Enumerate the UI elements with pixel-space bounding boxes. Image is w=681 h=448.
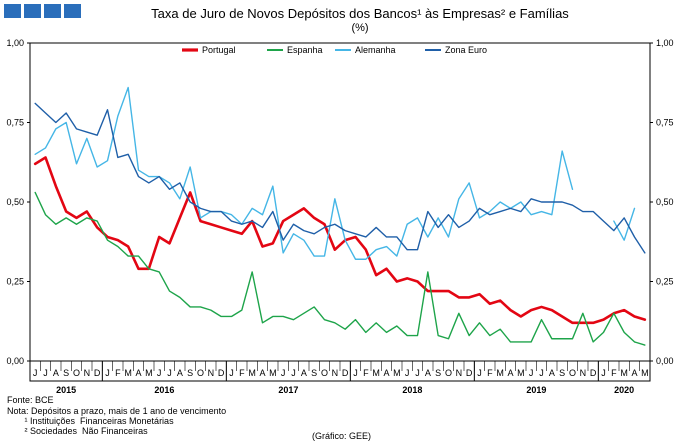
month-label: F bbox=[487, 368, 493, 378]
month-label: J bbox=[539, 368, 544, 378]
y-tick-label-left: 1,00 bbox=[6, 38, 24, 48]
month-label: J bbox=[291, 368, 296, 378]
month-label: J bbox=[167, 368, 172, 378]
month-label: A bbox=[135, 368, 141, 378]
month-label: M bbox=[496, 368, 504, 378]
year-label: 2017 bbox=[278, 385, 298, 395]
year-label: 2020 bbox=[614, 385, 634, 395]
month-label: J bbox=[529, 368, 534, 378]
month-label: A bbox=[425, 368, 431, 378]
series-line-espanha bbox=[34, 191, 646, 346]
year-label: 2015 bbox=[56, 385, 76, 395]
year-label: 2016 bbox=[154, 385, 174, 395]
month-label: D bbox=[590, 368, 597, 378]
y-tick-label-left: 0,25 bbox=[6, 277, 24, 287]
month-label: N bbox=[208, 368, 215, 378]
footer-footnote-2: ² Sociedades Não Financeiras bbox=[7, 426, 148, 436]
month-label: N bbox=[84, 368, 91, 378]
month-label: S bbox=[311, 368, 317, 378]
month-label: M bbox=[620, 368, 628, 378]
y-tick-label-right: 1,00 bbox=[656, 38, 674, 48]
month-label: A bbox=[301, 368, 307, 378]
y-tick-label-left: 0,00 bbox=[6, 356, 24, 366]
month-label: O bbox=[321, 368, 328, 378]
month-label: F bbox=[363, 368, 369, 378]
month-label: S bbox=[63, 368, 69, 378]
footer-footnote-1: ¹ Instituições Financeiras Monetárias bbox=[7, 416, 174, 426]
month-label: J bbox=[43, 368, 48, 378]
month-label: D bbox=[94, 368, 101, 378]
series-line-alemanha bbox=[34, 86, 636, 260]
month-label: M bbox=[124, 368, 132, 378]
footer-source: Fonte: BCE bbox=[7, 395, 54, 405]
month-label: J bbox=[229, 368, 234, 378]
month-label: O bbox=[445, 368, 452, 378]
month-label: J bbox=[601, 368, 606, 378]
month-label: J bbox=[405, 368, 410, 378]
month-label: F bbox=[611, 368, 617, 378]
chart-subtitle: (%) bbox=[351, 22, 369, 34]
y-tick-label-right: 0,00 bbox=[656, 356, 674, 366]
legend-label: Alemanha bbox=[355, 45, 396, 55]
month-label: A bbox=[177, 368, 183, 378]
month-label: S bbox=[559, 368, 565, 378]
logo-square-1 bbox=[4, 4, 21, 18]
y-tick-label-left: 0,50 bbox=[6, 197, 24, 207]
month-label: J bbox=[477, 368, 482, 378]
series-line-zona-euro bbox=[34, 102, 646, 254]
series-line-portugal bbox=[33, 156, 647, 325]
logo-square-4 bbox=[64, 4, 81, 18]
y-tick-label-left: 0,75 bbox=[6, 118, 24, 128]
year-label: 2018 bbox=[402, 385, 422, 395]
month-label: J bbox=[33, 368, 38, 378]
legend-label: Espanha bbox=[287, 45, 323, 55]
month-label: N bbox=[456, 368, 463, 378]
month-label: M bbox=[145, 368, 153, 378]
month-label: A bbox=[383, 368, 389, 378]
month-label: S bbox=[187, 368, 193, 378]
y-tick-label-right: 0,75 bbox=[656, 118, 674, 128]
month-label: M bbox=[393, 368, 401, 378]
month-label: M bbox=[372, 368, 380, 378]
month-label: D bbox=[342, 368, 349, 378]
month-label: M bbox=[248, 368, 256, 378]
month-label: M bbox=[517, 368, 525, 378]
month-label: M bbox=[641, 368, 649, 378]
month-label: O bbox=[73, 368, 80, 378]
footer-note: Nota: Depósitos a prazo, mais de 1 ano d… bbox=[7, 406, 227, 416]
year-label: 2019 bbox=[526, 385, 546, 395]
chart-title: Taxa de Juro de Novos Depósitos dos Banc… bbox=[151, 6, 569, 21]
logo-square-2 bbox=[24, 4, 41, 18]
month-label: O bbox=[197, 368, 204, 378]
month-label: F bbox=[239, 368, 245, 378]
month-label: M bbox=[269, 368, 277, 378]
month-label: N bbox=[332, 368, 339, 378]
month-label: O bbox=[569, 368, 576, 378]
month-label: A bbox=[631, 368, 637, 378]
month-label: D bbox=[466, 368, 473, 378]
month-label: A bbox=[259, 368, 265, 378]
month-label: A bbox=[549, 368, 555, 378]
month-label: S bbox=[435, 368, 441, 378]
month-label: J bbox=[157, 368, 162, 378]
month-label: N bbox=[580, 368, 587, 378]
month-label: D bbox=[218, 368, 225, 378]
legend-label: Portugal bbox=[202, 45, 236, 55]
month-label: J bbox=[415, 368, 420, 378]
y-tick-label-right: 0,50 bbox=[656, 197, 674, 207]
month-label: J bbox=[281, 368, 286, 378]
legend-label: Zona Euro bbox=[445, 45, 487, 55]
month-label: A bbox=[53, 368, 59, 378]
month-label: F bbox=[115, 368, 121, 378]
month-label: J bbox=[353, 368, 358, 378]
chart-credit: (Gráfico: GEE) bbox=[312, 431, 372, 441]
logo-square-3 bbox=[44, 4, 61, 18]
gee-logo bbox=[4, 4, 81, 18]
month-label: J bbox=[105, 368, 110, 378]
y-tick-label-right: 0,25 bbox=[656, 277, 674, 287]
month-label: A bbox=[507, 368, 513, 378]
